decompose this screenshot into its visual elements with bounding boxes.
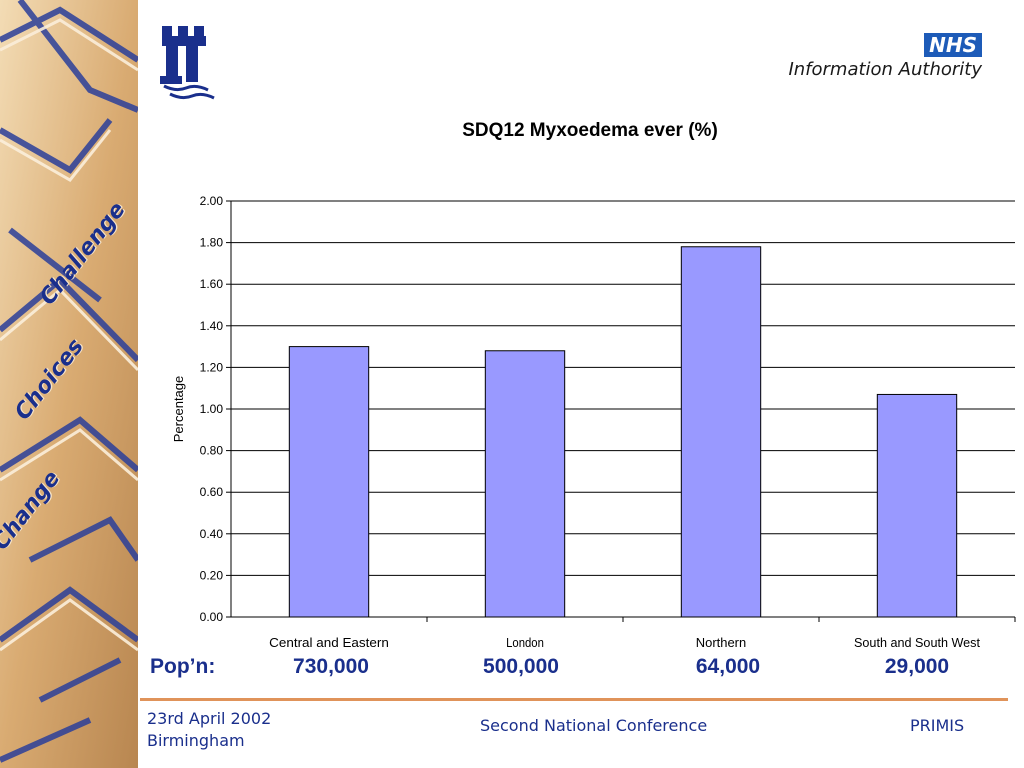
population-london: 500,000: [483, 655, 559, 678]
chart-axes: 0.00 0.20 0.40 0.60 0.80 1.00 1.20 1.40 1.60 1.80…: [200, 194, 1016, 650]
footer-organisation: PRIMIS: [910, 716, 965, 735]
y-tick-label: 2.00: [200, 194, 224, 208]
population-row: Pop’n: 730,000 500,000 64,000 29,000: [0, 655, 1024, 685]
nhs-logo-block: NHS Information Authority: [788, 33, 982, 80]
chart-bars: [288, 246, 958, 618]
footer-conference: Second National Conference: [480, 716, 708, 735]
chart-title: SDQ12 Myxoedema ever (%): [462, 120, 718, 141]
y-tick-label: 1.40: [200, 319, 224, 333]
x-tick-label: South and South West: [854, 635, 980, 650]
y-axis-label: Percentage: [171, 376, 186, 443]
population-label: Pop’n:: [150, 655, 216, 678]
x-tick-label: Central and Eastern: [269, 635, 389, 650]
population-south-southwest: 29,000: [884, 655, 950, 678]
footer-divider: [140, 698, 1008, 701]
y-tick-label: 0.20: [200, 568, 224, 582]
y-tick-label: 1.20: [200, 360, 224, 374]
bar-london: [484, 350, 566, 618]
nhs-badge-logo: NHS: [924, 33, 982, 57]
y-tick-label: 1.00: [200, 402, 224, 416]
maze-decoration-panel: Challenge Choices Change: [0, 0, 138, 768]
y-tick-label: 0.00: [200, 610, 224, 624]
y-tick-label: 0.40: [200, 527, 224, 541]
bar-south-and-south-west: [876, 393, 958, 618]
bar-central-and-eastern: [288, 346, 370, 618]
y-tick-label: 1.80: [200, 236, 224, 250]
footer-date-location: 23rd April 2002 Birmingham: [147, 708, 271, 752]
footer-location: Birmingham: [147, 731, 245, 750]
y-tick-label: 1.60: [200, 277, 224, 291]
bar-northern: [680, 246, 762, 618]
footer-date: 23rd April 2002: [147, 709, 272, 728]
x-tick-label: London: [506, 635, 544, 650]
population-northern: 64,000: [695, 655, 761, 678]
x-tick-label: Northern: [696, 635, 746, 650]
university-castle-logo: [160, 26, 215, 100]
population-central-eastern: 730,000: [293, 655, 369, 678]
y-tick-label: 0.80: [200, 444, 224, 458]
y-tick-label: 0.60: [200, 485, 224, 499]
nhs-authority-text: Information Authority: [788, 59, 982, 80]
maze-graphic: [0, 0, 138, 768]
